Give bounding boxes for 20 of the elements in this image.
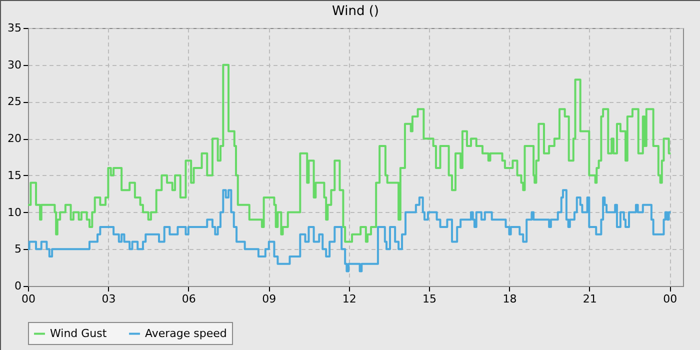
x-tick-label: 06: [182, 292, 196, 306]
legend-label: Average speed: [145, 326, 227, 340]
x-tick-label: 15: [422, 292, 437, 306]
x-tick-label: 00: [22, 292, 36, 306]
chart-title: Wind (): [332, 4, 379, 19]
x-tick-label: 00: [663, 292, 678, 306]
y-tick-label: 10: [8, 206, 22, 219]
y-tick-label: 20: [8, 132, 22, 146]
y-tick-label: 35: [8, 22, 22, 34]
y-tick-label: 30: [8, 58, 22, 72]
x-tick-label: 21: [582, 292, 597, 306]
x-tick-label: 18: [502, 292, 517, 306]
y-tick-label: 5: [14, 242, 22, 256]
x-tick-label: 09: [262, 292, 276, 306]
x-tick-label: 12: [342, 292, 356, 306]
y-tick-label: 15: [8, 168, 22, 182]
legend-label: Wind Gust: [50, 326, 108, 340]
y-tick-label: 25: [8, 95, 22, 108]
x-tick-label: 03: [102, 292, 116, 306]
y-tick-label: 0: [14, 280, 22, 292]
